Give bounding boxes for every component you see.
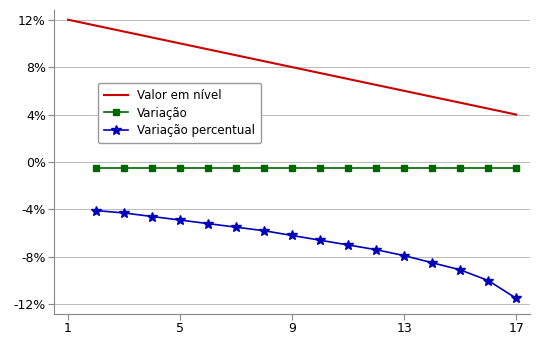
Valor em nível [513,113,519,117]
Valor em nível [345,77,352,81]
Variação percentual [205,222,212,226]
Variação [429,166,436,170]
Valor em nível [177,41,183,45]
Variação [205,166,212,170]
Variação [373,166,379,170]
Variação percentual [513,296,519,300]
Line: Variação percentual: Variação percentual [91,206,521,303]
Variação percentual [289,234,295,238]
Valor em nível [261,59,267,63]
Variação [261,166,267,170]
Variação [317,166,324,170]
Valor em nível [429,95,436,99]
Variação [289,166,295,170]
Variação [233,166,239,170]
Variação percentual [345,243,352,247]
Valor em nível [457,101,464,105]
Variação percentual [401,254,407,258]
Variação percentual [149,214,155,219]
Variação [401,166,407,170]
Variação percentual [261,229,267,233]
Variação percentual [93,209,100,213]
Valor em nível [373,83,379,87]
Valor em nível [65,18,71,22]
Valor em nível [93,24,100,28]
Variação [121,166,127,170]
Variação percentual [373,248,379,252]
Variação [345,166,352,170]
Variação percentual [485,279,491,283]
Valor em nível [149,35,155,40]
Variação [485,166,491,170]
Variação [93,166,100,170]
Variação percentual [429,261,436,265]
Variação percentual [121,211,127,215]
Valor em nível [485,107,491,111]
Variação [177,166,183,170]
Line: Valor em nível: Valor em nível [68,20,516,115]
Valor em nível [317,71,324,75]
Variação percentual [233,225,239,229]
Variação [513,166,519,170]
Valor em nível [205,47,212,51]
Variação [149,166,155,170]
Variação percentual [317,238,324,242]
Valor em nível [233,53,239,57]
Variação percentual [457,268,464,272]
Valor em nível [121,30,127,34]
Variação percentual [177,218,183,222]
Line: Variação: Variação [93,164,520,172]
Legend: Valor em nível, Variação, Variação percentual: Valor em nível, Variação, Variação perce… [98,83,261,143]
Variação [457,166,464,170]
Valor em nível [289,65,295,69]
Valor em nível [401,89,407,93]
